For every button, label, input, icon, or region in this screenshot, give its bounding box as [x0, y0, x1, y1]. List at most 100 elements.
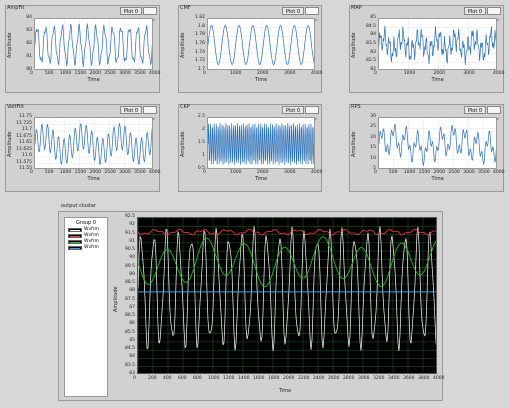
x-tick-label: 4000	[311, 170, 323, 175]
plot-area[interactable]	[207, 117, 315, 169]
chart-title: MAP	[351, 5, 362, 11]
x-tick-label: 0	[203, 71, 206, 76]
plot-legend-label[interactable]: Plot 0	[120, 7, 142, 15]
x-tick-label: 2000	[433, 71, 445, 76]
output-y-tick-label: 87.5	[124, 296, 135, 302]
y-tick-label: 83	[26, 28, 32, 33]
x-tick-label: 3500	[134, 170, 146, 175]
y-tick-label: 84	[370, 32, 376, 38]
y-tick-label: 83	[370, 49, 376, 55]
plot-legend[interactable]: Plot 0	[464, 7, 501, 22]
y-axis-label: Amplitude	[351, 32, 357, 58]
plot-legend-swatch[interactable]	[143, 7, 157, 22]
y-tick-label: 1.82	[194, 15, 205, 20]
plot-legend[interactable]: Plot 0	[120, 7, 157, 22]
plot-area[interactable]	[378, 117, 497, 169]
legend-row[interactable]: Wvfrm	[68, 245, 107, 250]
y-tick-label: 11.6	[21, 153, 32, 158]
legend-row[interactable]: Wvfrm	[68, 233, 107, 238]
plot-legend-swatch[interactable]	[487, 106, 501, 121]
x-axis-label: Time	[431, 176, 444, 182]
plot-area[interactable]	[378, 18, 497, 70]
output-y-tick-label: 86.5	[124, 313, 135, 319]
plot-legend[interactable]: Plot 0	[120, 106, 157, 121]
x-tick-label: 1000	[403, 71, 416, 76]
x-tick-label: 500	[388, 170, 398, 175]
x-tick-label: 3000	[463, 71, 475, 76]
output-y-tick-label: 92	[129, 222, 135, 228]
legend-swatch	[68, 227, 82, 232]
output-y-tick-label: 85.5	[124, 329, 135, 335]
chart-map: MAP Plot 0 85 84.5 84 83.5 83 82.5 82 0 1000 2000 30…	[349, 5, 504, 93]
series-line	[208, 123, 314, 165]
y-tick-label: 11.575	[16, 159, 32, 165]
plot-legend-swatch[interactable]	[305, 7, 319, 22]
x-tick-label: 1000	[230, 170, 242, 175]
y-tick-label: 2.5	[197, 114, 205, 119]
y-tick-label: 1.72	[194, 58, 205, 64]
y-axis-label: Amplitude	[351, 131, 357, 157]
output-x-tick-label: 1200	[223, 376, 235, 381]
output-y-tick-label: 84	[129, 354, 135, 360]
y-tick-label: 1.74	[194, 49, 205, 55]
x-tick-label: 0	[374, 71, 377, 76]
plot-legend-label[interactable]: Plot 0	[282, 7, 304, 15]
output-x-tick-label: 800	[193, 376, 202, 381]
output-y-tick-label: 90	[129, 255, 135, 261]
output-x-tick-label: 4000	[433, 376, 445, 381]
x-tick-label: 1500	[418, 170, 431, 175]
output-x-tick-label: 1400	[238, 376, 250, 381]
output-x-tick-label: 1800	[268, 376, 280, 381]
x-tick-label: 2000	[257, 71, 269, 76]
y-tick-label: 5	[373, 166, 376, 171]
x-tick-label: 3500	[134, 71, 146, 76]
plot-area[interactable]	[34, 18, 153, 70]
plot-legend-label[interactable]: Plot 0	[464, 7, 486, 15]
series-line	[379, 25, 496, 66]
plot-legend-label[interactable]: Plot 0	[120, 106, 142, 114]
chart-title: CMF	[180, 5, 191, 11]
plot-area[interactable]	[34, 117, 153, 169]
plot-legend-swatch[interactable]	[143, 106, 157, 121]
output-x-tick-label: 1600	[253, 376, 265, 381]
legend-group-label: Group 0	[76, 220, 96, 226]
legend-series-label: Wvfrm	[84, 227, 99, 232]
output-x-tick-label: 2200	[298, 376, 310, 381]
chart-ckp: CKP Plot 0 2.5 2 1.5 1 0.5 0 1000 2000 3000 4000 Amp…	[178, 104, 322, 192]
y-tick-label: 1.5	[197, 140, 205, 145]
x-tick-label: 4000	[311, 71, 323, 76]
plot-area[interactable]	[207, 18, 315, 70]
series-line	[35, 123, 152, 166]
plot-legend-label[interactable]: Plot 0	[282, 106, 304, 114]
y-tick-label: 84.5	[365, 23, 376, 29]
x-tick-label: 2000	[89, 170, 101, 175]
y-tick-label: 20	[370, 134, 376, 140]
plot-legend[interactable]: Plot 0	[282, 106, 319, 121]
x-tick-label: 4000	[149, 170, 161, 175]
y-tick-label: 25	[370, 124, 376, 130]
plot-legend[interactable]: Plot 0	[464, 106, 501, 121]
output-plot-area[interactable]	[137, 217, 437, 374]
legend-row[interactable]: Wvfrm	[68, 239, 107, 244]
x-tick-label: 2000	[257, 170, 269, 175]
x-axis-label: Time	[431, 77, 444, 83]
x-tick-label: 3500	[478, 170, 490, 175]
y-tick-label: 11.75	[19, 114, 32, 119]
legend-row[interactable]: Wvfrm	[68, 227, 107, 232]
chart-title: VoltFilt	[7, 104, 24, 110]
legend-swatch	[68, 245, 82, 250]
x-tick-label: 2000	[433, 170, 445, 175]
plot-legend-swatch[interactable]	[305, 106, 319, 121]
output-x-axis-label: Time	[279, 388, 292, 394]
x-axis-label: Time	[87, 77, 100, 83]
plot-legend-label[interactable]: Plot 0	[464, 106, 486, 114]
output-y-tick-label: 91.5	[124, 230, 135, 236]
output-x-tick-label: 1000	[208, 376, 220, 381]
plot-legend[interactable]: Plot 0	[282, 7, 319, 22]
plot-legend-swatch[interactable]	[487, 7, 501, 22]
x-tick-label: 2500	[448, 170, 460, 175]
x-tick-label: 1000	[230, 71, 242, 76]
x-tick-label: 1000	[59, 71, 72, 76]
output-x-tick-label: 2800	[343, 376, 355, 381]
x-tick-label: 0	[30, 71, 33, 76]
